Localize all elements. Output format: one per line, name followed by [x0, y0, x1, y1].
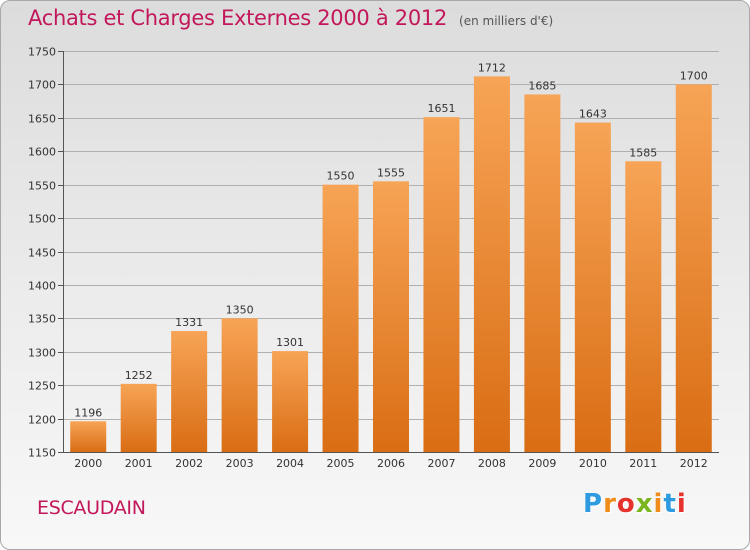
data-label: 1555	[377, 166, 405, 179]
bars	[70, 76, 712, 453]
x-tick-label: 2011	[629, 457, 657, 470]
data-label: 1252	[125, 369, 153, 382]
y-tick-label: 1750	[28, 46, 56, 59]
bar	[423, 117, 460, 452]
y-tick-label: 1600	[28, 146, 56, 159]
logo-letter: i	[653, 489, 664, 519]
logo-letter: r	[603, 489, 617, 519]
x-tick-label: 2000	[74, 457, 102, 470]
logo-letter: x	[635, 489, 654, 519]
x-tick-label: 2003	[226, 457, 254, 470]
data-label: 1301	[276, 336, 304, 349]
bar	[524, 94, 561, 453]
data-label: 1196	[74, 406, 102, 419]
data-label: 1651	[427, 102, 455, 115]
chart-unit: (en milliers d'€)	[459, 14, 554, 28]
x-tick-label: 2002	[175, 457, 203, 470]
axes	[63, 51, 719, 453]
logo-letter: t	[663, 489, 677, 519]
bar	[675, 84, 712, 453]
bar	[373, 181, 409, 452]
data-label: 1585	[629, 146, 657, 159]
y-tick-label: 1400	[28, 280, 56, 293]
data-label: 1331	[175, 316, 203, 329]
chart-title: Achats et Charges Externes 2000 à 2012	[28, 6, 448, 30]
x-tick-label: 2009	[528, 457, 556, 470]
bar	[272, 351, 309, 452]
bar	[171, 331, 208, 452]
bar	[120, 383, 157, 452]
x-tick-label: 2012	[680, 457, 708, 470]
y-tick-label: 1550	[28, 180, 56, 193]
y-tick-label: 1200	[28, 414, 56, 427]
logo-letter: i	[676, 489, 687, 519]
bar	[70, 421, 107, 452]
y-tick-label: 1450	[28, 247, 56, 260]
bar	[625, 161, 662, 452]
x-tick-label: 2007	[427, 457, 455, 470]
x-tick-label: 2010	[579, 457, 607, 470]
data-label: 1350	[226, 303, 254, 316]
bar	[322, 184, 359, 452]
data-label: 1712	[478, 61, 506, 74]
y-tick-label: 1650	[28, 113, 56, 126]
data-labels: 1196 1252 1331 1350 1301 1550 1555 1651 1712 1685…	[74, 61, 708, 419]
bar	[473, 76, 510, 452]
logo-letter: P	[583, 489, 604, 519]
x-tick-label: 2004	[276, 457, 304, 470]
data-label: 1685	[528, 79, 556, 92]
city-name: ESCAUDAIN	[37, 497, 146, 519]
y-tick-label: 1500	[28, 213, 56, 226]
y-tick-label: 1250	[28, 380, 56, 393]
logo-letter: o	[616, 489, 636, 519]
proxiti-logo[interactable]: Proxiti	[583, 489, 687, 519]
y-tick-label: 1350	[28, 313, 56, 326]
x-tick-label: 2006	[377, 457, 405, 470]
x-tick-label: 2008	[478, 457, 506, 470]
x-tick-labels: 2000 2001 2002 2003 2004 2005 2006 2007 2008 2009…	[74, 457, 708, 470]
x-tick-label: 2001	[125, 457, 153, 470]
bar	[574, 122, 611, 453]
title-row: Achats et Charges Externes 2000 à 2012 (e…	[28, 6, 553, 30]
y-tick-label: 1150	[28, 447, 56, 460]
data-label: 1550	[327, 170, 355, 183]
bar	[221, 318, 258, 452]
y-tick-label: 1300	[28, 347, 56, 360]
data-label: 1700	[680, 69, 708, 82]
x-tick-label: 2005	[327, 457, 355, 470]
y-tick-label: 1700	[28, 79, 56, 92]
data-label: 1643	[579, 108, 607, 121]
y-tick-labels: 1150 1200 1250 1300 1350 1400 1450 1500 1550 1600…	[28, 46, 56, 460]
